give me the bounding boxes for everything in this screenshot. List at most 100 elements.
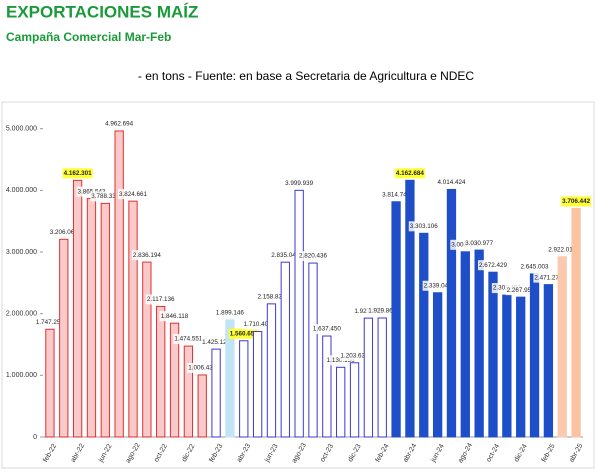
- bar: [516, 296, 526, 438]
- bar: [142, 261, 152, 438]
- value-label-bg: [34, 317, 65, 328]
- value-label: 2.339.049: [424, 282, 453, 289]
- bar: [529, 273, 540, 438]
- bar: [239, 340, 249, 438]
- x-tick-label: dic-22: [181, 443, 197, 463]
- x-tick-label: jun-23: [263, 443, 279, 464]
- value-label: 2.645.003: [521, 264, 550, 271]
- value-label: 2.117.136: [147, 296, 175, 303]
- value-label: 4.162.684: [396, 170, 425, 177]
- value-label-bg: [90, 191, 121, 202]
- y-tick-label: 3.000.000: [6, 249, 37, 256]
- bar: [294, 189, 304, 438]
- x-tick-label: feb-23: [208, 443, 224, 464]
- value-label: 3.788.333: [91, 193, 120, 200]
- x-tick-label: abr-24: [402, 443, 418, 464]
- x-tick-label: oct-22: [153, 443, 169, 463]
- value-label-bg: [505, 285, 536, 296]
- value-label-bg: [118, 189, 148, 200]
- value-label: 3.706.442: [562, 198, 591, 205]
- chart-subtitle: Campaña Comercial Mar-Feb: [6, 30, 171, 44]
- bar: [280, 261, 290, 438]
- value-label-bg: [298, 251, 328, 262]
- bar: [446, 188, 457, 438]
- y-tick-label: 4.000.000: [6, 187, 37, 194]
- x-tick-label: abr-25: [568, 443, 584, 464]
- value-label: 1.846.118: [161, 313, 189, 320]
- x-tick-label: abr-23: [236, 443, 252, 464]
- value-label: 4.014.424: [437, 179, 466, 186]
- bar: [266, 303, 277, 438]
- chart-title: EXPORTACIONES MAÍZ: [6, 2, 198, 21]
- x-tick-label: feb-25: [541, 443, 557, 464]
- value-label: 2.158.831: [257, 294, 286, 301]
- bar: [460, 251, 470, 438]
- value-label: 1.637.450: [313, 326, 342, 333]
- value-label-bg: [228, 328, 259, 339]
- value-label: 2.820.436: [299, 253, 328, 260]
- value-label: 4.162.301: [64, 170, 93, 177]
- value-label: 1.425.123: [202, 339, 231, 346]
- x-tick-label: abr-22: [70, 443, 86, 464]
- x-tick-label: ago-24: [457, 442, 474, 464]
- bar: [86, 198, 97, 438]
- bar: [377, 317, 387, 438]
- bar: [45, 328, 55, 438]
- bar: [336, 366, 346, 438]
- value-label: 3.206.063: [50, 229, 79, 236]
- value-label-bg: [159, 311, 190, 322]
- value-label-bg: [214, 307, 245, 318]
- chart-note: - en tons - Fuente: en base a Secretaria…: [138, 69, 475, 83]
- value-label-bg: [131, 250, 162, 261]
- value-label-bg: [394, 168, 425, 179]
- value-label-bg: [201, 337, 232, 348]
- bar: [100, 202, 110, 438]
- value-label: 1.203.638: [341, 352, 370, 359]
- value-label-bg: [62, 168, 93, 179]
- x-tick-label: dic-24: [513, 443, 529, 463]
- bar: [183, 345, 194, 438]
- value-label: 3.824.661: [119, 191, 148, 198]
- value-label: 1.474.551: [174, 336, 203, 343]
- bar: [252, 331, 263, 438]
- value-label: 1.929.868: [368, 308, 397, 315]
- value-label-bg: [145, 294, 176, 305]
- value-label-bg: [381, 189, 412, 200]
- value-label-bg: [311, 324, 342, 335]
- x-tick-label: jun-24: [430, 443, 446, 464]
- x-tick-label: oct-24: [485, 443, 501, 463]
- value-label: 2.267.959: [507, 287, 536, 294]
- y-tick-label: 1.000.000: [6, 372, 37, 379]
- bar: [197, 374, 207, 438]
- value-label-bg: [187, 362, 218, 373]
- value-label-bg: [173, 334, 204, 345]
- bar: [571, 207, 581, 438]
- bar: [419, 232, 429, 438]
- bar: [502, 294, 512, 438]
- value-label-bg: [284, 178, 315, 189]
- value-label-bg: [270, 250, 301, 261]
- x-tick-label: jun-22: [97, 443, 113, 464]
- value-label: 1.747.254: [36, 319, 65, 326]
- value-label: 1.899.146: [216, 310, 245, 317]
- value-label: 2.836.194: [133, 252, 162, 259]
- value-label-bg: [533, 272, 564, 283]
- bar: [128, 200, 138, 438]
- x-tick-label: feb-22: [42, 443, 58, 464]
- plot-frame: [1, 101, 595, 469]
- y-tick-label: 0: [33, 434, 37, 441]
- bar: [405, 179, 415, 438]
- value-label: 1.006.431: [188, 365, 217, 372]
- bar: [114, 130, 124, 438]
- bar: [72, 179, 83, 438]
- value-label-bg: [48, 227, 79, 238]
- value-label: 3.303.106: [410, 223, 439, 230]
- x-tick-label: oct-23: [319, 443, 335, 463]
- value-label-bg: [519, 261, 550, 272]
- bar: [211, 348, 221, 438]
- value-label: 2.835.046: [271, 252, 300, 259]
- bar: [543, 284, 554, 438]
- bar: [488, 271, 498, 438]
- value-label-bg: [478, 260, 508, 271]
